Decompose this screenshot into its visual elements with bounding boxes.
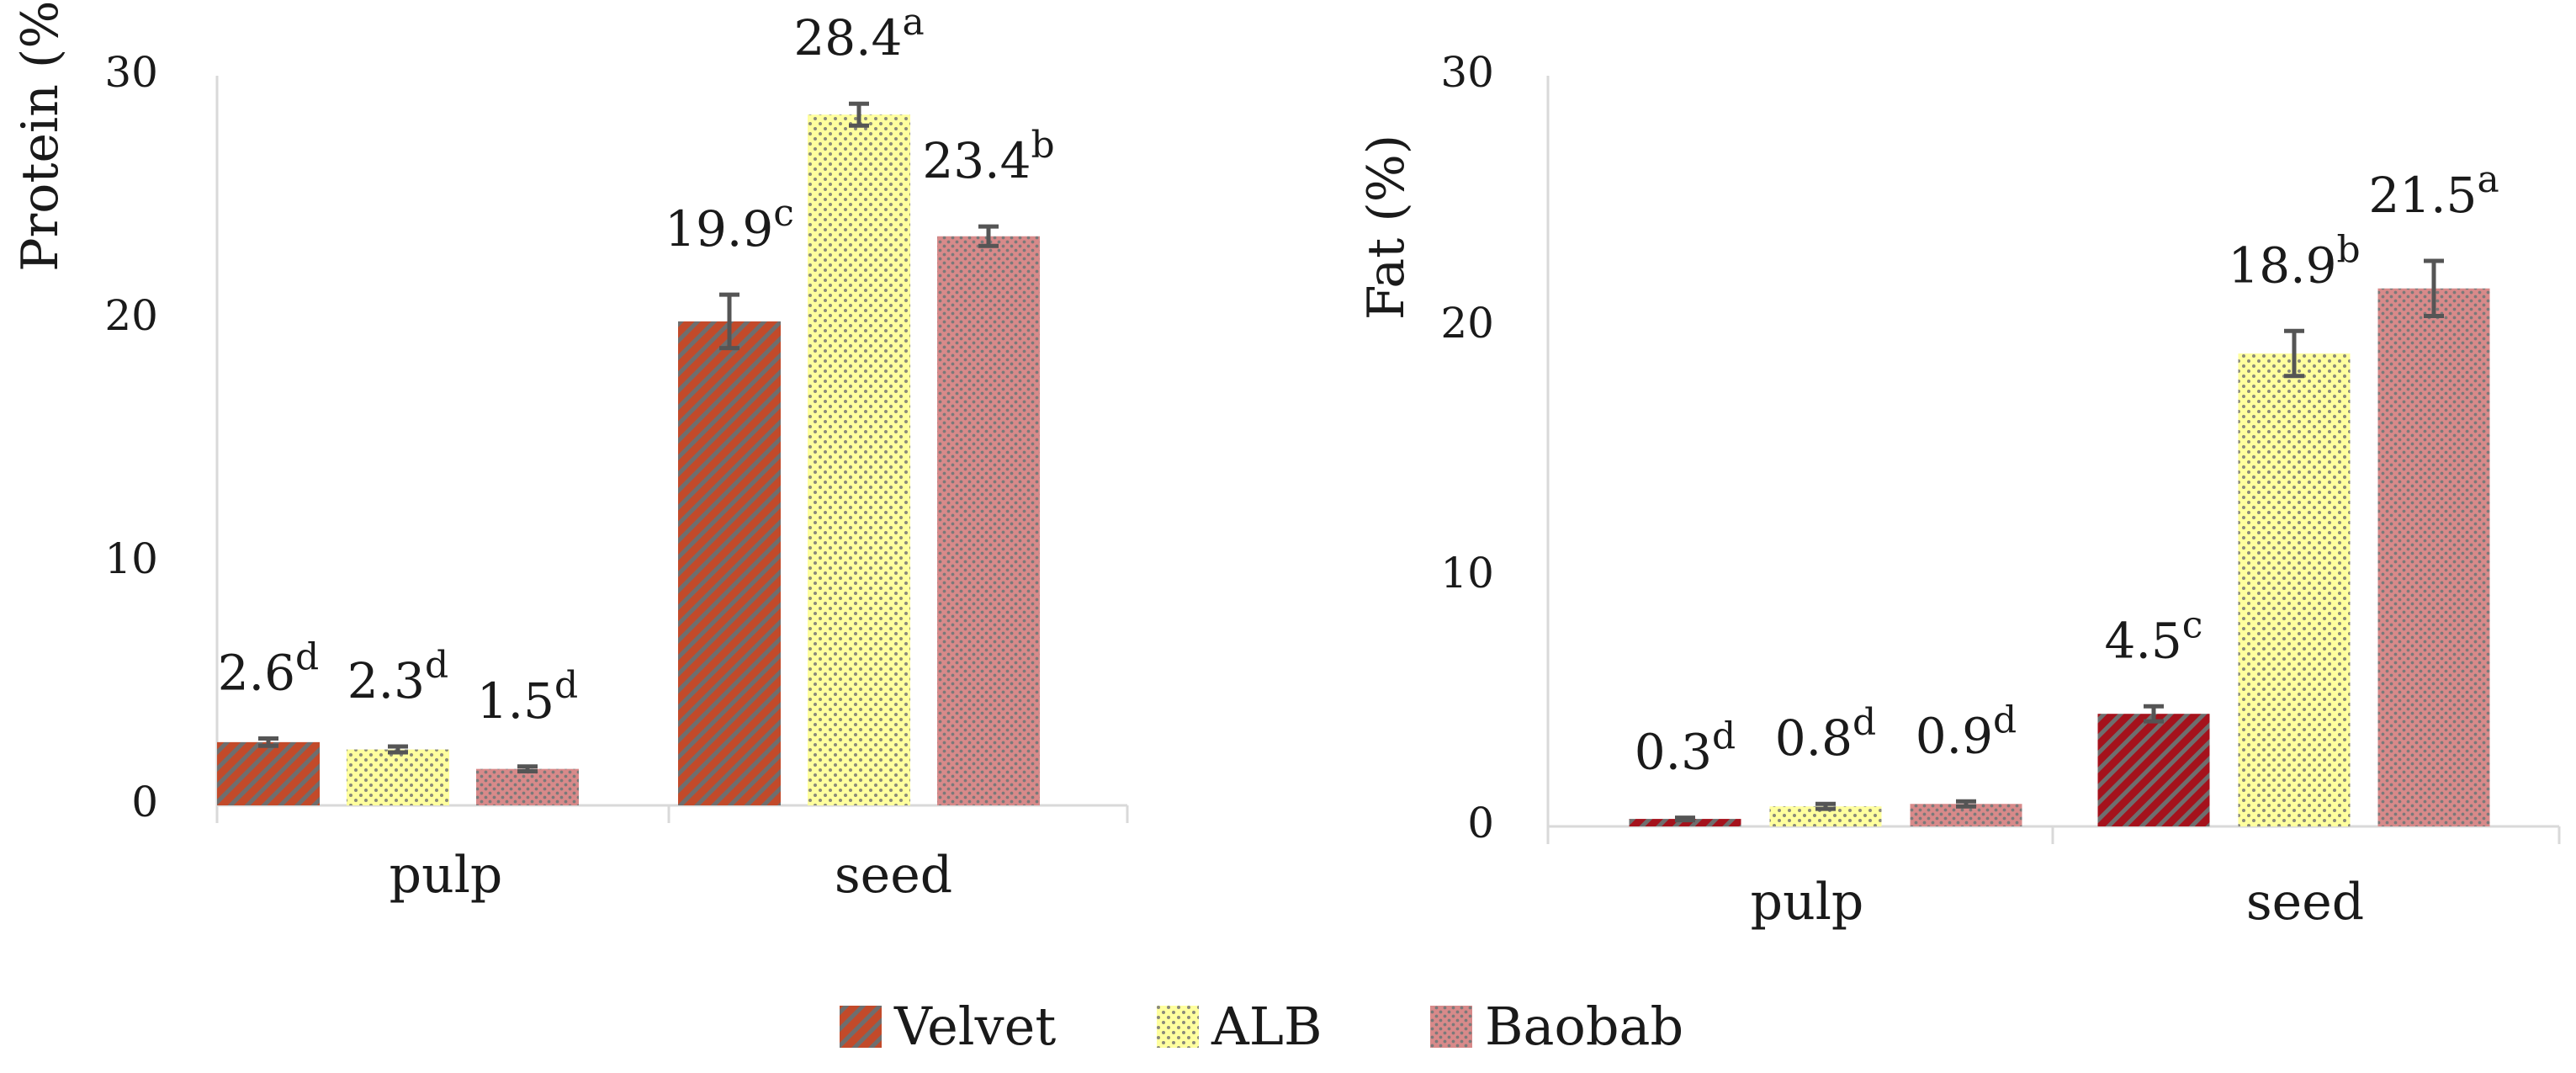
fat-velvet-seed-error-bar	[2144, 704, 2164, 724]
protein-y-axis-label: Protein (%)	[11, 0, 70, 272]
protein-alb-seed-bar	[808, 114, 910, 806]
protein-baobab-pulp-error-bar	[517, 764, 538, 774]
fat-baobab-seed-bar	[2377, 288, 2490, 826]
protein-alb-seed-error-bar	[849, 101, 869, 128]
protein-baobab-pulp-value-label: 1.5d	[477, 664, 578, 730]
fat-velvet-pulp-error-bar	[1675, 815, 1695, 823]
protein-bars: 2.6d 19.9c 2.3d 28.4a 1.5d 23.4b	[217, 1, 1055, 806]
protein-alb-pulp-value-label: 2.3d	[347, 644, 448, 709]
protein-baobab-seed-value-label: 23.4b	[922, 124, 1054, 189]
protein-velvet-seed-error-bar	[719, 292, 739, 351]
protein-velvet-pulp-bar	[217, 741, 320, 805]
protein-y-tick-label: 10	[104, 534, 158, 583]
fat-alb-seed-value-label: 18.9b	[2228, 228, 2360, 294]
fat-velvet-seed-bar	[2097, 714, 2210, 826]
fat-chart: Fat (%) 0 10 20 30 pulp seed 0.3d 4.5c 0.8…	[1357, 48, 2561, 932]
protein-chart: Protein (%) 0 10 20 30 pulp seed 2.6d 19.…	[11, 0, 1129, 905]
fat-velvet-pulp-bar	[1629, 819, 1741, 826]
protein-category-label: seed	[835, 846, 952, 905]
protein-y-tick-label: 20	[104, 291, 158, 340]
fat-y-tick-label: 0	[1467, 799, 1494, 847]
protein-alb-pulp-error-bar	[388, 744, 408, 755]
fat-alb-pulp-error-bar	[1815, 801, 1836, 811]
protein-velvet-pulp-value-label: 2.6d	[218, 636, 319, 702]
fat-baobab-pulp-value-label: 0.9d	[1916, 699, 2017, 764]
protein-baobab-pulp-bar	[476, 768, 579, 805]
protein-y-tick-label: 0	[131, 778, 158, 826]
legend: Velvet ALB Baobab	[840, 996, 1683, 1057]
fat-baobab-seed-error-bar	[2424, 258, 2444, 318]
fat-baobab-seed-value-label: 21.5a	[2368, 158, 2499, 224]
fat-y-tick-label: 30	[1440, 48, 1494, 97]
fat-alb-seed-bar	[2238, 353, 2351, 826]
protein-velvet-seed-value-label: 19.9c	[665, 192, 794, 258]
fat-category-label: pulp	[1751, 873, 1864, 932]
protein-velvet-seed-bar	[678, 321, 781, 805]
fat-bars: 0.3d 4.5c 0.8d 18.9b 0.9d 21.5a	[1629, 158, 2499, 826]
fat-y-tick-label: 10	[1440, 549, 1494, 598]
legend-swatch-baobab	[1430, 1006, 1472, 1048]
fat-category-label: seed	[2246, 873, 2364, 932]
legend-label-velvet: Velvet	[893, 996, 1056, 1057]
protein-y-tick-label: 30	[104, 48, 158, 97]
fat-alb-seed-error-bar	[2284, 328, 2304, 379]
fat-velvet-pulp-value-label: 0.3d	[1635, 715, 1736, 781]
protein-velvet-pulp-error-bar	[258, 736, 278, 748]
fat-velvet-seed-value-label: 4.5c	[2105, 603, 2203, 669]
protein-category-label: pulp	[390, 846, 503, 905]
protein-alb-pulp-bar	[347, 749, 449, 805]
fat-baobab-pulp-error-bar	[1956, 799, 1976, 809]
legend-label-baobab: Baobab	[1485, 996, 1683, 1057]
legend-swatch-velvet	[840, 1006, 882, 1048]
protein-baobab-seed-bar	[937, 236, 1040, 805]
fat-alb-pulp-value-label: 0.8d	[1775, 701, 1876, 767]
protein-alb-seed-value-label: 28.4a	[793, 1, 924, 66]
legend-label-alb: ALB	[1211, 996, 1322, 1057]
fat-alb-pulp-bar	[1769, 806, 1882, 826]
fat-y-tick-label: 20	[1440, 299, 1494, 348]
protein-baobab-seed-error-bar	[978, 224, 999, 248]
fat-y-axis-label: Fat (%)	[1357, 135, 1416, 320]
legend-swatch-alb	[1157, 1006, 1199, 1048]
